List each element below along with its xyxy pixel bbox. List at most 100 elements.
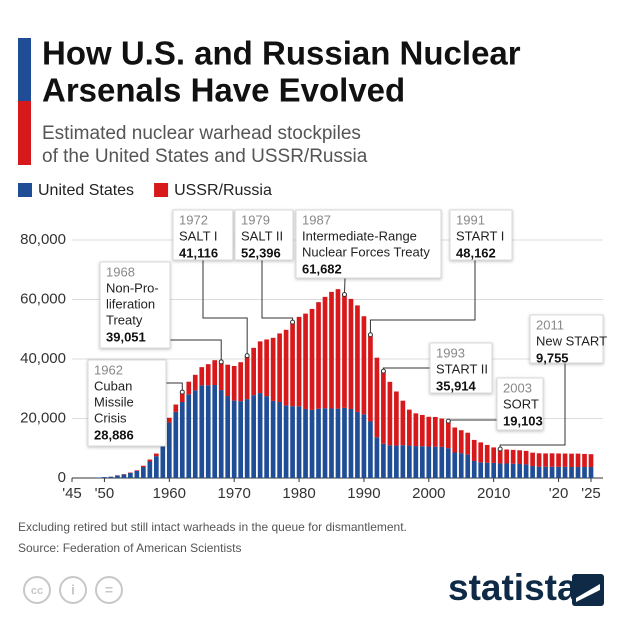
bar bbox=[452, 453, 457, 478]
annotation-year: 2011 bbox=[536, 317, 564, 332]
bar bbox=[511, 464, 516, 478]
annotation-label: Treaty bbox=[106, 312, 143, 327]
bar bbox=[491, 447, 496, 463]
bar bbox=[329, 408, 334, 478]
bar bbox=[576, 467, 581, 478]
bar bbox=[173, 405, 178, 412]
bar bbox=[141, 467, 146, 478]
bar bbox=[199, 367, 204, 385]
annotation-year: 1991 bbox=[456, 212, 485, 227]
x-tick-label: '45 bbox=[62, 485, 82, 502]
bar bbox=[433, 417, 438, 447]
bar bbox=[504, 463, 509, 478]
bar bbox=[206, 385, 211, 478]
bar bbox=[238, 362, 243, 401]
bar bbox=[524, 451, 529, 465]
bar bbox=[148, 460, 153, 462]
bar bbox=[303, 314, 308, 409]
bar bbox=[517, 450, 522, 464]
legend-swatch bbox=[18, 183, 32, 197]
bar bbox=[375, 437, 380, 478]
bar bbox=[401, 445, 406, 478]
annotation-dot bbox=[381, 369, 385, 373]
bar bbox=[342, 294, 347, 407]
annotation-label: Cuban bbox=[94, 378, 132, 393]
legend-swatch bbox=[154, 183, 168, 197]
bar bbox=[225, 365, 230, 396]
bar bbox=[310, 410, 315, 478]
annotation-dot bbox=[245, 354, 249, 358]
bar bbox=[537, 467, 542, 478]
bar bbox=[563, 467, 568, 478]
bar bbox=[407, 410, 412, 446]
bar bbox=[329, 292, 334, 409]
bar bbox=[375, 358, 380, 438]
bar bbox=[459, 453, 464, 478]
x-tick-label: '50 bbox=[95, 485, 115, 502]
source: Source: Federation of American Scientist… bbox=[18, 541, 241, 555]
annotation-label: START II bbox=[436, 361, 488, 376]
annotation-label: Nuclear Forces Treaty bbox=[302, 244, 430, 259]
annotation-dot bbox=[446, 419, 450, 423]
bar bbox=[589, 454, 594, 467]
bar bbox=[439, 447, 444, 478]
bar bbox=[135, 470, 140, 471]
annotation-label: Crisis bbox=[94, 410, 127, 425]
bar bbox=[96, 477, 101, 478]
bar bbox=[368, 335, 373, 422]
annotation-dot bbox=[498, 447, 502, 451]
bar bbox=[264, 396, 269, 478]
bar bbox=[284, 330, 289, 406]
bar bbox=[154, 454, 159, 457]
chart-title: How U.S. and Russian Nuclear bbox=[42, 35, 521, 72]
annotation-label: Intermediate-Range bbox=[302, 228, 417, 243]
bar bbox=[316, 302, 321, 409]
bar bbox=[173, 412, 178, 478]
bar bbox=[452, 428, 457, 453]
annotation-label: SORT bbox=[503, 396, 539, 411]
bar bbox=[394, 446, 399, 478]
bar bbox=[543, 467, 548, 478]
title-bar-blue bbox=[18, 38, 31, 101]
bar bbox=[426, 417, 431, 447]
bar bbox=[186, 382, 191, 395]
y-tick-label: 60,000 bbox=[20, 290, 66, 307]
bar bbox=[122, 475, 127, 478]
bar bbox=[349, 299, 354, 409]
bar bbox=[478, 462, 483, 478]
bar bbox=[297, 317, 302, 406]
bar bbox=[401, 401, 406, 446]
annotation-label: SALT II bbox=[241, 228, 283, 243]
bar bbox=[277, 333, 282, 402]
bar bbox=[589, 467, 594, 478]
bar bbox=[530, 466, 535, 478]
bar bbox=[290, 322, 295, 406]
bar bbox=[491, 463, 496, 478]
bar bbox=[232, 401, 237, 478]
bar bbox=[556, 467, 561, 478]
brand: statista bbox=[448, 567, 578, 608]
annotation-dot bbox=[180, 390, 184, 394]
bar bbox=[219, 362, 224, 390]
bar bbox=[284, 405, 289, 478]
bar bbox=[485, 463, 490, 478]
x-tick-label: 1990 bbox=[347, 485, 380, 502]
bar bbox=[290, 406, 295, 478]
bar bbox=[225, 396, 230, 478]
bar bbox=[394, 391, 399, 445]
bar bbox=[504, 449, 509, 463]
annotation-dot bbox=[368, 333, 372, 337]
bar bbox=[388, 382, 393, 445]
bar bbox=[524, 464, 529, 478]
bar bbox=[355, 305, 360, 412]
x-tick-label: 1980 bbox=[282, 485, 315, 502]
bar bbox=[439, 419, 444, 447]
bar bbox=[271, 338, 276, 401]
bar bbox=[426, 447, 431, 478]
bar bbox=[433, 447, 438, 478]
bar bbox=[472, 461, 477, 478]
bar bbox=[465, 433, 470, 455]
bar bbox=[582, 454, 587, 467]
bar bbox=[264, 339, 269, 396]
